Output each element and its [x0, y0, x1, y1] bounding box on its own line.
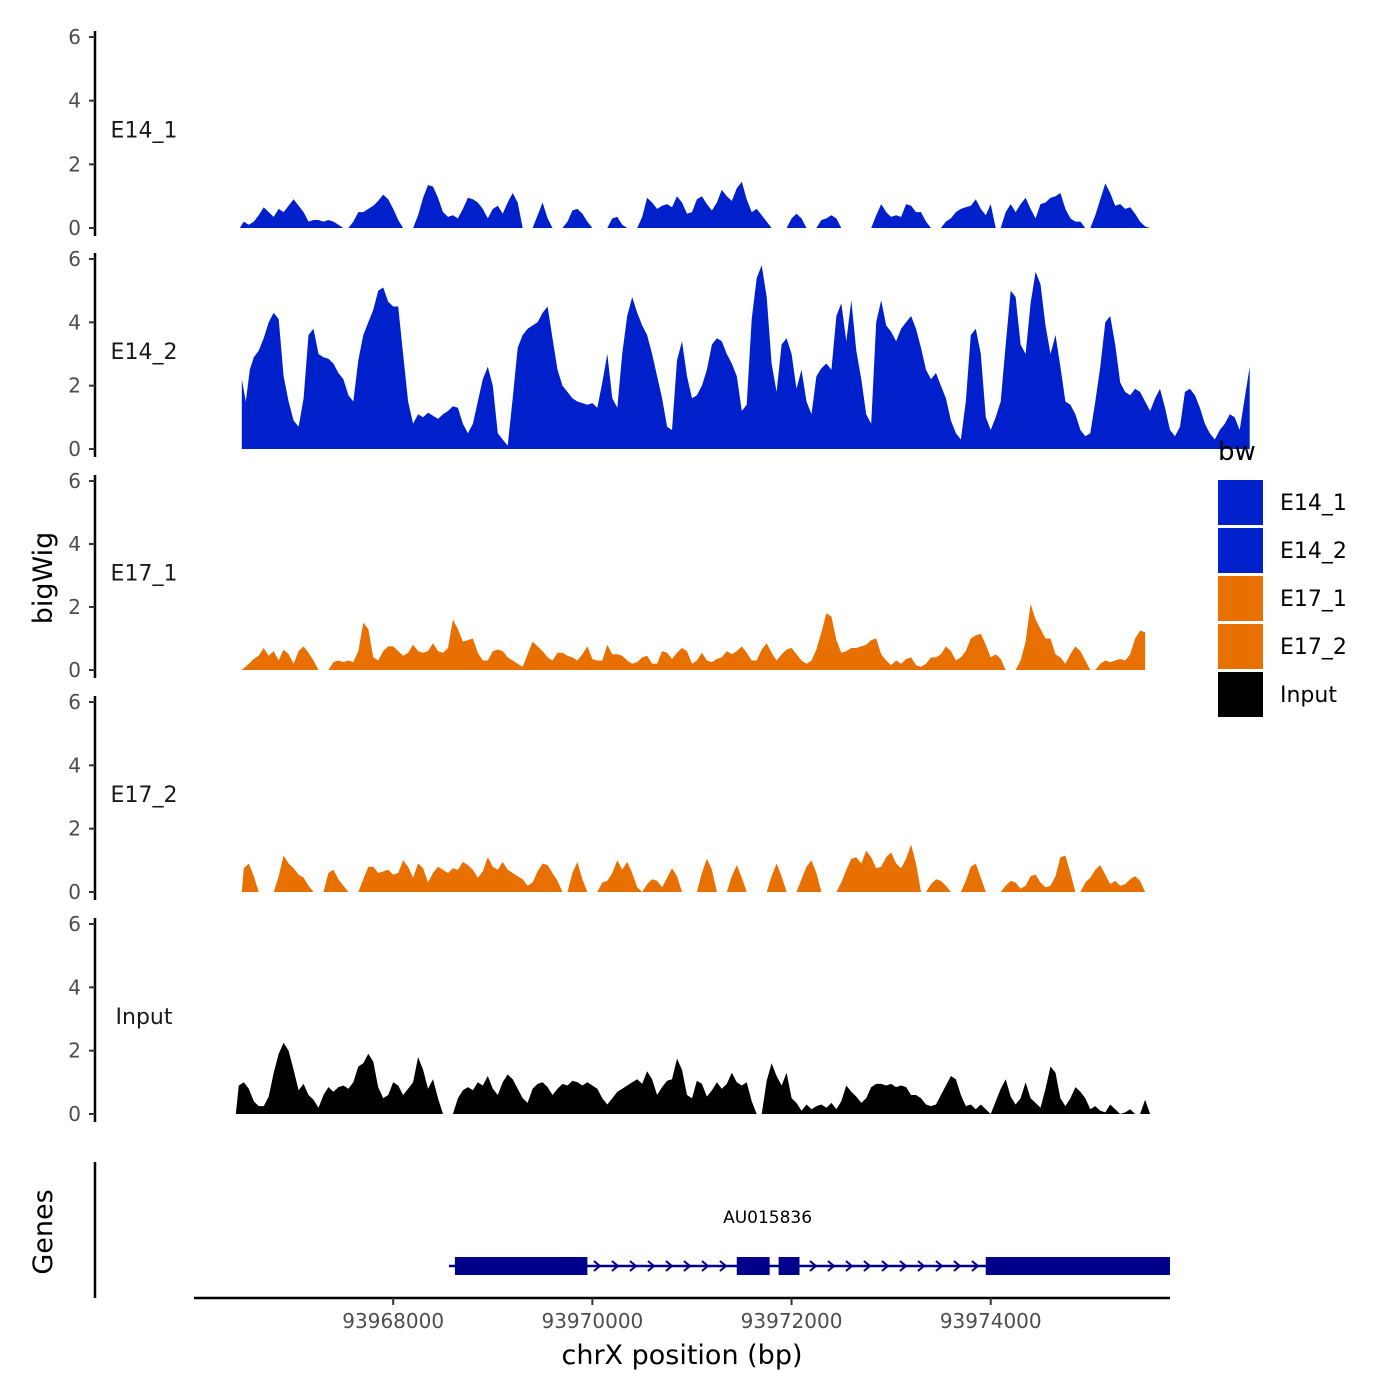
track-input: 0 2 4 6 Input — [68, 912, 1151, 1126]
y-tick-label: 2 — [68, 152, 81, 176]
y-tick-label: 4 — [68, 310, 81, 334]
x-tick-label: 93972000 — [741, 1309, 843, 1333]
strand-arrow — [881, 1260, 890, 1272]
bigwig-tracks: 0 2 4 6 E14_1 0 2 4 6 E14_2 0 2 4 6 E17_1 0 2 4 6 E17_2 0 2 4 6… — [68, 25, 1250, 1126]
gene-name-label: AU015836 — [723, 1208, 812, 1228]
legend: bw E14_1 E14_2 E17_1 E17_2 Input — [1218, 437, 1347, 717]
track-label: Input — [116, 1005, 173, 1030]
strand-arrow — [827, 1260, 836, 1272]
legend-label: E14_1 — [1280, 491, 1347, 516]
legend-key-e17_1 — [1218, 576, 1263, 621]
y-tick-label: 6 — [68, 469, 81, 493]
strand-arrow — [953, 1260, 962, 1272]
legend-label: E14_2 — [1280, 539, 1347, 564]
y-tick-label: 0 — [68, 437, 81, 461]
track-label: E17_2 — [111, 783, 178, 808]
y-tick-label: 6 — [68, 247, 81, 271]
y-tick-label: 4 — [68, 532, 81, 556]
gene-exon — [454, 1257, 588, 1275]
track-label: E17_1 — [111, 561, 178, 586]
x-tick-label: 93970000 — [541, 1309, 643, 1333]
gene-exon — [778, 1257, 800, 1275]
legend-label: Input — [1280, 683, 1337, 708]
y-tick-label: 6 — [68, 690, 81, 714]
y-tick-label: 4 — [68, 975, 81, 999]
y-tick-label: 6 — [68, 912, 81, 936]
legend-title: bw — [1218, 437, 1256, 467]
strand-arrow — [917, 1260, 926, 1272]
coverage-area-e14_1 — [239, 181, 1156, 228]
strand-arrow — [899, 1260, 908, 1272]
legend-key-input — [1218, 672, 1263, 717]
legend-label: E17_1 — [1280, 587, 1347, 612]
track-e14_2: 0 2 4 6 E14_2 — [68, 247, 1250, 461]
coverage-area-input — [235, 1042, 1151, 1114]
strand-arrow — [629, 1260, 638, 1272]
x-axis-title: chrX position (bp) — [561, 1340, 802, 1371]
track-e14_1: 0 2 4 6 E14_1 — [68, 25, 1156, 240]
track-e17_2: 0 2 4 6 E17_2 — [68, 690, 1146, 904]
legend-key-e14_2 — [1218, 528, 1263, 573]
y-tick-label: 4 — [68, 89, 81, 113]
genes-panel: AU015836 — [93, 1162, 1170, 1298]
strand-arrow — [809, 1260, 818, 1272]
y-tick-label: 0 — [68, 1102, 81, 1126]
y-tick-label: 2 — [68, 595, 81, 619]
coverage-area-e17_2 — [241, 844, 1146, 892]
legend-key-e17_2 — [1218, 624, 1263, 669]
strand-arrow — [611, 1260, 620, 1272]
x-tick-label: 93974000 — [940, 1309, 1042, 1333]
strand-arrow — [935, 1260, 944, 1272]
strand-arrow — [863, 1260, 872, 1272]
strand-arrow — [593, 1260, 602, 1272]
x-axis: 93968000 93970000 93972000 93974000 — [194, 1296, 1170, 1333]
strand-arrow — [701, 1260, 710, 1272]
strand-arrow — [665, 1260, 674, 1272]
gene-exon — [736, 1257, 770, 1275]
strand-arrow — [647, 1260, 656, 1272]
coverage-area-e14_2 — [241, 265, 1250, 449]
y-tick-label: 0 — [68, 658, 81, 682]
y-tick-label: 2 — [68, 1039, 81, 1063]
genes-axis-title: Genes — [28, 1189, 59, 1274]
y-tick-label: 4 — [68, 753, 81, 777]
y-tick-label: 2 — [68, 817, 81, 841]
strand-arrow — [845, 1260, 854, 1272]
legend-label: E17_2 — [1280, 635, 1347, 660]
y-tick-label: 2 — [68, 374, 81, 398]
strand-arrow — [971, 1260, 980, 1272]
track-label: E14_2 — [111, 340, 178, 365]
coverage-area-e17_1 — [241, 603, 1146, 670]
y-tick-label: 6 — [68, 25, 81, 49]
legend-key-e14_1 — [1218, 480, 1263, 525]
track-label: E14_1 — [111, 118, 178, 143]
strand-arrow — [683, 1260, 692, 1272]
y-axis-title: bigWig — [28, 532, 59, 625]
gene-exon — [985, 1257, 1170, 1275]
strand-arrow — [719, 1260, 728, 1272]
y-tick-label: 0 — [68, 880, 81, 904]
y-tick-label: 0 — [68, 216, 81, 240]
x-tick-label: 93968000 — [342, 1309, 444, 1333]
track-e17_1: 0 2 4 6 E17_1 — [68, 469, 1146, 682]
